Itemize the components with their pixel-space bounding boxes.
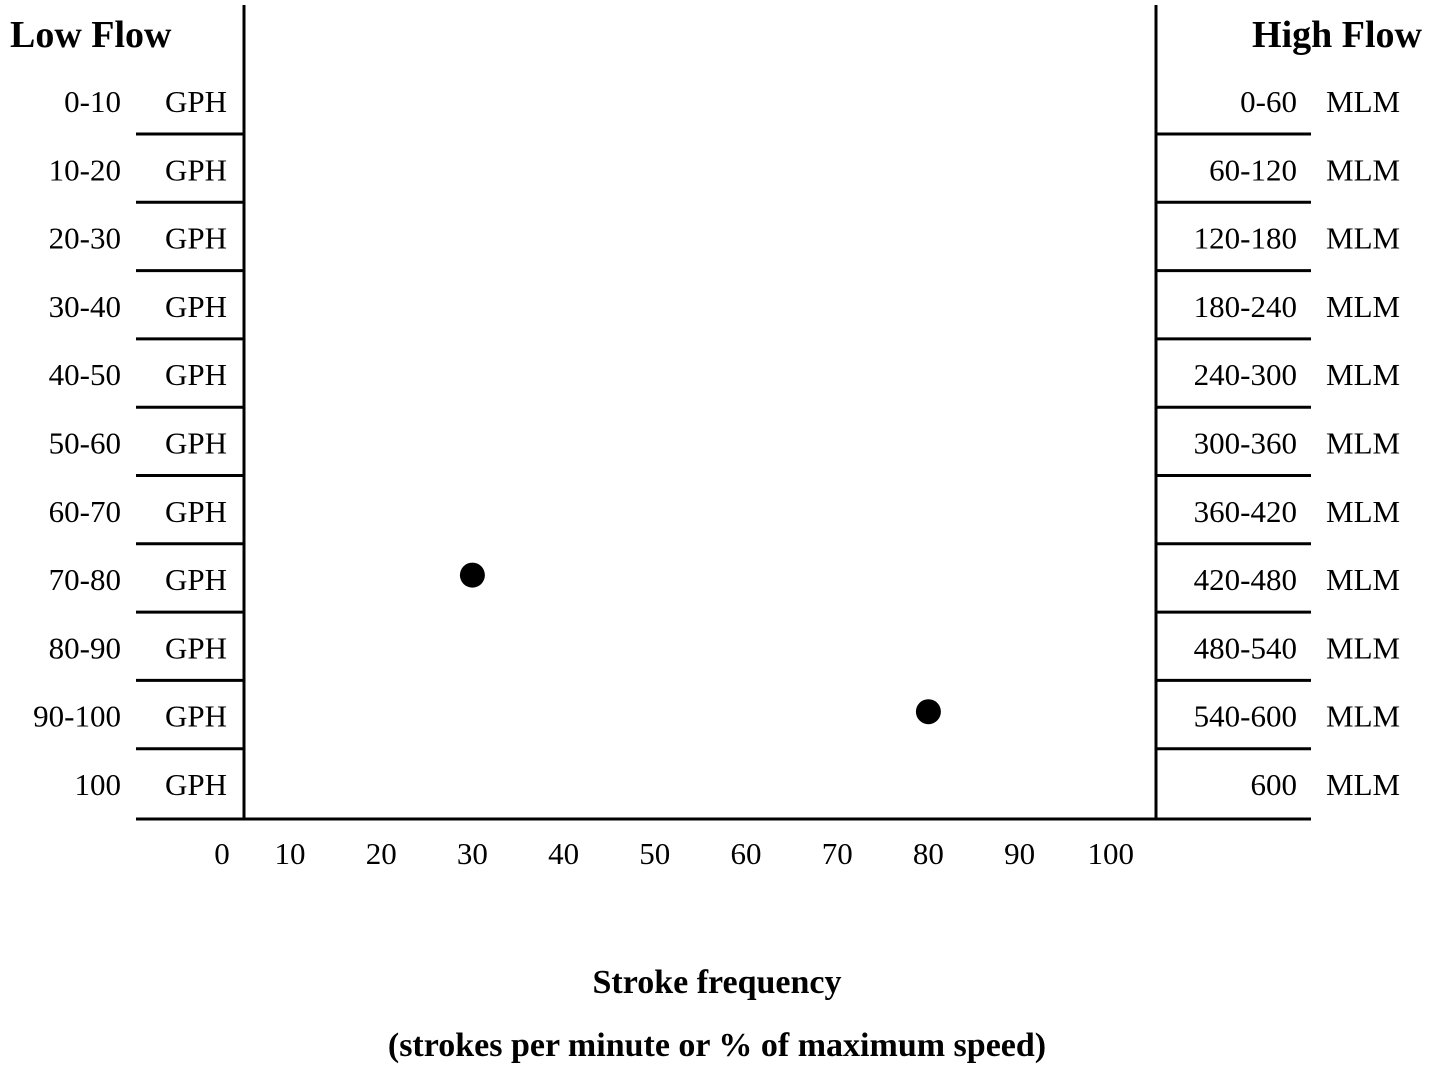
right-range-label: 540-600 (1194, 699, 1297, 734)
right-range-label: 180-240 (1194, 289, 1297, 324)
data-point (915, 699, 941, 725)
x-tick-label: 10 (275, 836, 306, 871)
right-unit-label: MLM (1326, 289, 1400, 324)
left-range-label: 0-10 (64, 84, 121, 119)
left-unit-label: GPH (165, 84, 227, 119)
right-axis-labels: 0-60 MLM 60-120 MLM 120-180 MLM 180-240 MLM 240-… (1194, 84, 1400, 802)
right-range-label: 0-60 (1240, 84, 1297, 119)
data-points (459, 562, 941, 725)
x-tick-label: 30 (457, 836, 488, 871)
x-axis-title: Stroke frequency (592, 964, 841, 1001)
x-tick-label: 20 (366, 836, 397, 871)
right-range-label: 240-300 (1194, 357, 1297, 392)
right-unit-label: MLM (1326, 699, 1400, 734)
right-unit-label: MLM (1326, 494, 1400, 529)
x-tick-label: 50 (639, 836, 670, 871)
chart-axes (136, 5, 1311, 821)
right-unit-label: MLM (1326, 767, 1400, 802)
right-unit-label: MLM (1326, 221, 1400, 256)
x-axis-ticks: 0 10 20 30 40 50 60 70 80 90 100 (214, 836, 1134, 871)
right-unit-label: MLM (1326, 84, 1400, 119)
x-tick-label: 60 (731, 836, 762, 871)
left-unit-label: GPH (165, 562, 227, 597)
right-unit-label: MLM (1326, 426, 1400, 461)
right-range-label: 420-480 (1194, 562, 1297, 597)
right-range-label: 300-360 (1194, 426, 1297, 461)
right-range-label: 600 (1251, 767, 1298, 802)
left-range-label: 20-30 (49, 221, 121, 256)
x-tick-label: 0 (214, 836, 230, 871)
left-unit-label: GPH (165, 426, 227, 461)
x-tick-label: 40 (548, 836, 579, 871)
right-range-label: 120-180 (1194, 221, 1297, 256)
right-range-label: 480-540 (1194, 630, 1297, 665)
right-unit-label: MLM (1326, 630, 1400, 665)
left-range-label: 60-70 (49, 494, 121, 529)
x-tick-label: 90 (1004, 836, 1035, 871)
right-unit-label: MLM (1326, 562, 1400, 597)
x-tick-label: 80 (913, 836, 944, 871)
left-unit-label: GPH (165, 221, 227, 256)
data-point (459, 562, 485, 588)
right-unit-label: MLM (1326, 357, 1400, 392)
left-axis-labels: 0-10 GPH 10-20 GPH 20-30 GPH 30-40 GPH 40-50 GPH 5… (33, 84, 227, 802)
right-axis-title: High Flow (1252, 14, 1423, 56)
left-axis-title: Low Flow (10, 14, 172, 56)
left-unit-label: GPH (165, 289, 227, 324)
left-range-label: 50-60 (49, 426, 121, 461)
left-range-label: 90-100 (33, 699, 121, 734)
left-unit-label: GPH (165, 699, 227, 734)
right-range-label: 360-420 (1194, 494, 1297, 529)
left-unit-label: GPH (165, 494, 227, 529)
left-unit-label: GPH (165, 357, 227, 392)
x-tick-label: 70 (822, 836, 853, 871)
left-unit-label: GPH (165, 767, 227, 802)
x-tick-label: 100 (1088, 836, 1135, 871)
left-range-label: 100 (75, 767, 122, 802)
left-range-label: 10-20 (49, 152, 121, 187)
right-unit-label: MLM (1326, 152, 1400, 187)
x-axis-subtitle: (strokes per minute or % of maximum spee… (388, 1027, 1046, 1064)
left-range-label: 30-40 (49, 289, 121, 324)
left-unit-label: GPH (165, 152, 227, 187)
left-unit-label: GPH (165, 630, 227, 665)
right-range-label: 60-120 (1209, 152, 1297, 187)
left-range-label: 80-90 (49, 630, 121, 665)
left-range-label: 40-50 (49, 357, 121, 392)
left-range-label: 70-80 (49, 562, 121, 597)
